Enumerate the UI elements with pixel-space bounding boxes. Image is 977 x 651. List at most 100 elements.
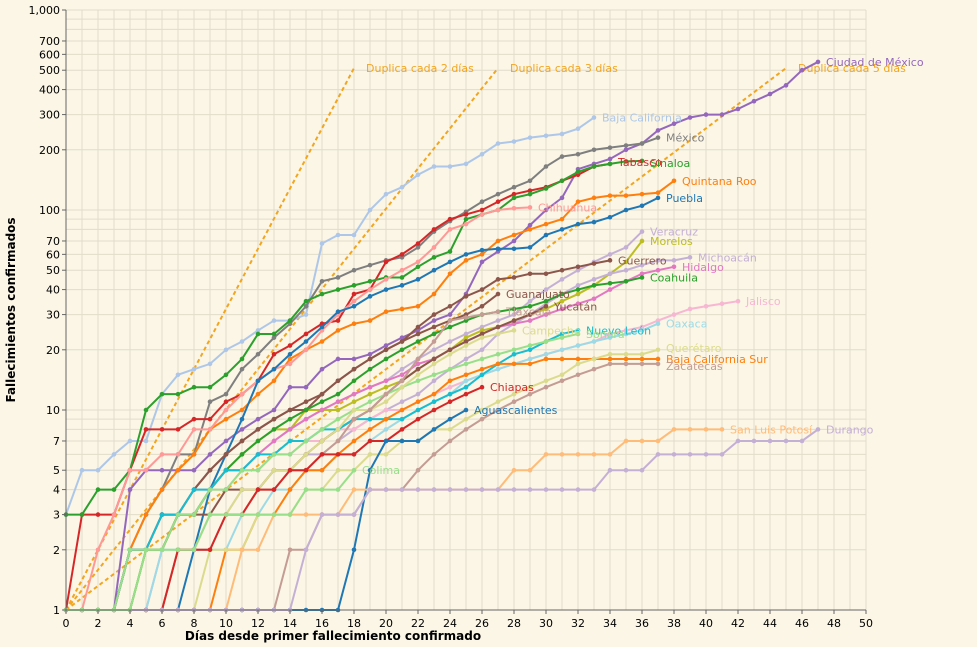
data-point bbox=[399, 347, 405, 353]
data-point bbox=[351, 356, 357, 362]
data-point bbox=[463, 252, 469, 257]
data-point bbox=[655, 318, 661, 323]
data-point bbox=[447, 259, 453, 265]
y-tick-label: 700 bbox=[39, 35, 60, 48]
data-point bbox=[607, 156, 613, 162]
data-point bbox=[607, 331, 613, 337]
data-point bbox=[447, 249, 453, 254]
data-point bbox=[319, 487, 325, 492]
data-point bbox=[367, 207, 373, 213]
data-point bbox=[95, 512, 101, 517]
data-point bbox=[383, 356, 389, 362]
data-point bbox=[351, 438, 357, 444]
data-point bbox=[511, 487, 517, 492]
data-point bbox=[319, 339, 325, 344]
data-point bbox=[95, 547, 101, 553]
data-point bbox=[767, 438, 773, 444]
data-point bbox=[815, 427, 821, 432]
data-point bbox=[383, 416, 389, 422]
reference-lines: Duplica cada 2 días Duplica cada 3 días Du… bbox=[65, 62, 906, 611]
data-point bbox=[799, 438, 805, 444]
data-point bbox=[399, 427, 405, 432]
series-label-durango: Durango bbox=[826, 423, 874, 436]
data-point bbox=[255, 512, 261, 517]
data-point bbox=[623, 143, 629, 148]
data-point bbox=[351, 391, 357, 397]
data-point bbox=[159, 427, 165, 432]
data-point bbox=[319, 291, 325, 297]
data-point bbox=[655, 321, 661, 327]
data-point bbox=[495, 277, 501, 282]
data-point bbox=[367, 427, 373, 432]
data-point bbox=[431, 391, 437, 397]
data-point bbox=[351, 467, 357, 473]
data-point bbox=[239, 438, 245, 444]
data-point bbox=[399, 335, 405, 340]
series-labels: Ciudad de México Baja California México Tab… bbox=[362, 56, 924, 477]
data-point bbox=[559, 298, 565, 304]
data-point bbox=[415, 356, 421, 362]
data-point bbox=[271, 378, 277, 384]
data-point bbox=[703, 452, 709, 457]
data-point bbox=[383, 347, 389, 353]
data-point bbox=[223, 487, 229, 492]
data-point bbox=[607, 271, 613, 277]
data-point bbox=[111, 512, 117, 517]
data-point bbox=[383, 452, 389, 457]
data-point bbox=[671, 121, 677, 127]
data-point bbox=[511, 232, 517, 238]
data-point bbox=[511, 347, 517, 353]
data-point bbox=[495, 407, 501, 413]
data-point bbox=[527, 343, 533, 348]
data-point bbox=[127, 467, 133, 473]
data-point bbox=[783, 438, 789, 444]
data-point bbox=[255, 391, 261, 397]
data-point bbox=[607, 214, 613, 220]
data-point bbox=[191, 427, 197, 432]
data-point bbox=[575, 331, 581, 337]
data-point bbox=[415, 391, 421, 397]
data-point bbox=[447, 227, 453, 232]
data-point bbox=[319, 452, 325, 457]
data-point bbox=[431, 339, 437, 344]
data-point bbox=[495, 487, 501, 492]
data-point bbox=[559, 131, 565, 137]
y-tick-label: 40 bbox=[46, 284, 60, 297]
data-point bbox=[207, 361, 213, 367]
data-point bbox=[143, 467, 149, 473]
data-point bbox=[367, 351, 373, 357]
data-point bbox=[415, 339, 421, 344]
data-point bbox=[671, 427, 677, 432]
data-point bbox=[383, 407, 389, 413]
data-point bbox=[383, 277, 389, 282]
data-point bbox=[591, 115, 597, 120]
data-point bbox=[543, 298, 549, 304]
x-tick-label: 14 bbox=[283, 617, 297, 630]
data-point bbox=[271, 331, 277, 337]
data-point bbox=[447, 487, 453, 492]
series-label-baja-california-sur: Baja California Sur bbox=[666, 353, 768, 366]
data-point bbox=[255, 427, 261, 432]
data-point bbox=[527, 135, 533, 140]
data-point bbox=[319, 467, 325, 473]
data-point bbox=[575, 126, 581, 131]
data-point bbox=[335, 452, 341, 457]
data-point bbox=[431, 255, 437, 260]
data-point bbox=[319, 366, 325, 372]
data-point bbox=[335, 391, 341, 397]
data-point bbox=[239, 467, 245, 473]
x-tick-label: 46 bbox=[795, 617, 809, 630]
data-point bbox=[287, 318, 293, 323]
x-tick-label: 42 bbox=[731, 617, 745, 630]
data-point bbox=[639, 438, 645, 444]
data-point bbox=[559, 178, 565, 184]
data-point bbox=[495, 199, 501, 205]
data-point bbox=[495, 246, 501, 252]
data-point bbox=[335, 438, 341, 444]
data-point bbox=[287, 487, 293, 492]
series-label-coahuila: Coahuila bbox=[650, 271, 698, 284]
data-point bbox=[463, 407, 469, 413]
data-point bbox=[591, 195, 597, 201]
y-tick-label: 500 bbox=[39, 64, 60, 77]
data-point bbox=[639, 271, 645, 277]
